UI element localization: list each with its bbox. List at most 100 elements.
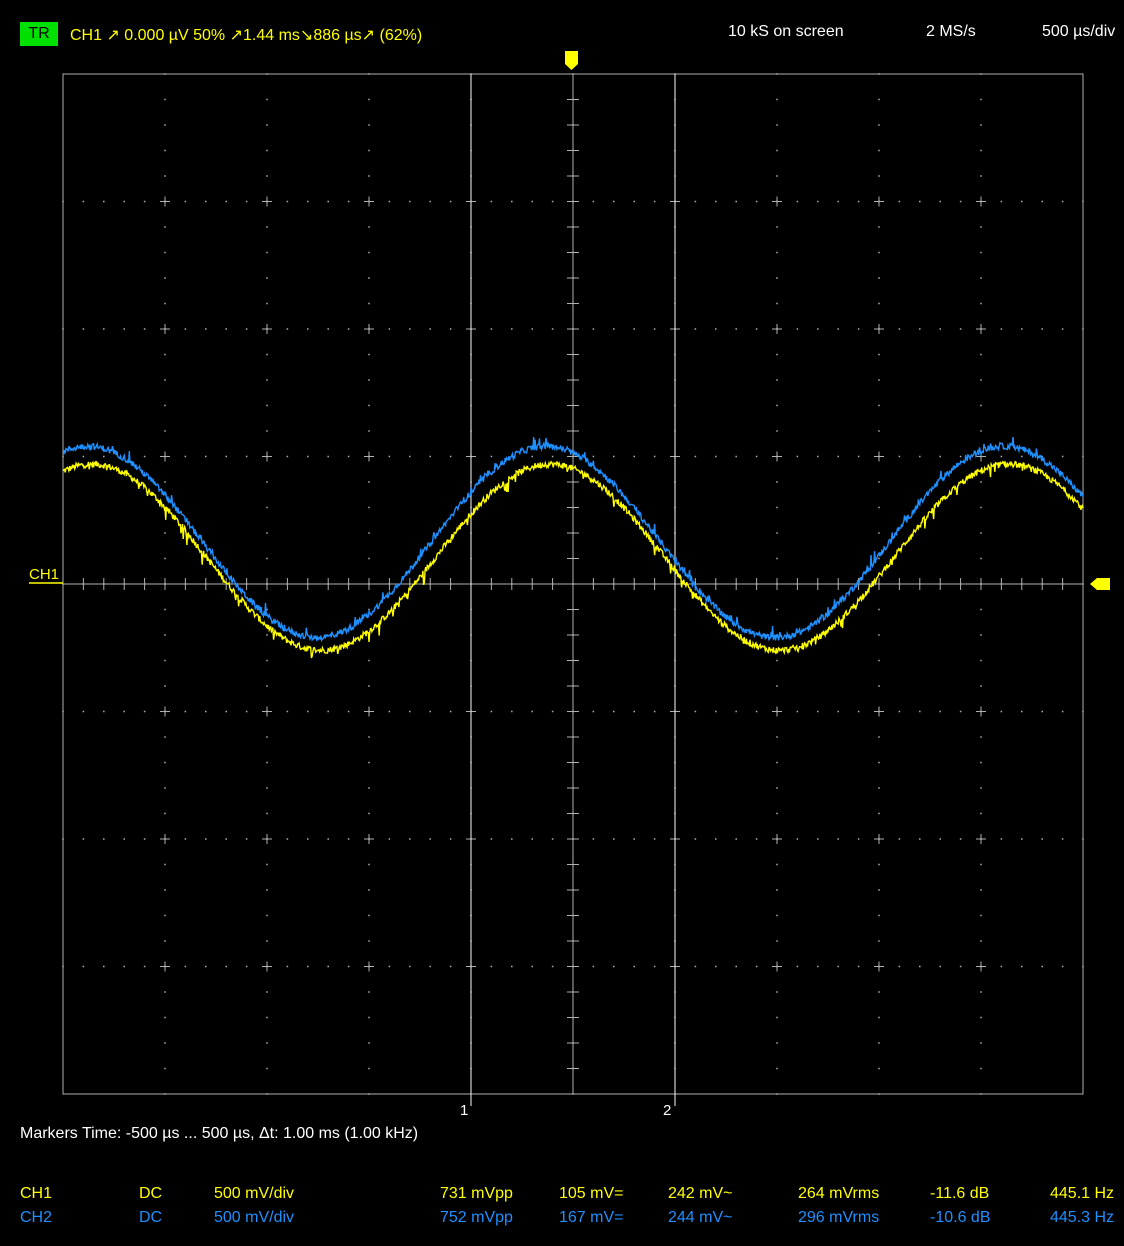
grid-dot	[245, 838, 248, 840]
grid-dot	[205, 965, 207, 968]
grid-dot	[694, 710, 697, 713]
grid-dot	[1021, 710, 1023, 713]
grid-dot	[980, 889, 982, 891]
grid-dot	[368, 353, 370, 356]
grid-dot	[368, 481, 370, 483]
grid-dot	[388, 455, 391, 458]
grid-dot	[633, 328, 635, 330]
ch2-trace	[62, 437, 1084, 643]
grid-dot	[368, 379, 370, 381]
grid-dot	[490, 328, 493, 330]
trigger-position-marker[interactable]	[565, 51, 578, 70]
grid-dot	[1000, 455, 1003, 458]
timebase[interactable]: 500 µs/div	[1042, 23, 1116, 40]
ch1-freq: 445.1 Hz	[1050, 1185, 1115, 1202]
grid-dot	[266, 685, 268, 687]
grid-dot	[286, 838, 289, 840]
trigger-info[interactable]: CH1 ↗ 0.000 µV 50% ↗1.44 ms↘886 µs↗ (62%…	[70, 27, 423, 44]
grid-dot	[837, 455, 839, 458]
grid-dot	[368, 175, 370, 177]
grid-dot	[1041, 200, 1043, 203]
grid-dot	[898, 455, 901, 458]
grid-dot	[878, 608, 880, 611]
grid-dot	[776, 736, 778, 738]
grid-dot	[980, 506, 982, 509]
grid-dot	[878, 940, 880, 942]
grid-dot	[164, 73, 166, 75]
ch2-name[interactable]: CH2	[20, 1209, 53, 1226]
sample-rate[interactable]: 2 MS/s	[926, 23, 976, 40]
grid-dot	[796, 200, 799, 203]
grid-dot	[164, 277, 166, 279]
ch1-name[interactable]: CH1	[20, 1185, 53, 1202]
ch2-coupling[interactable]: DC	[139, 1209, 163, 1226]
grid-dot	[164, 1093, 166, 1095]
grid-dot	[796, 328, 799, 330]
grid-dot	[368, 787, 370, 789]
grid-dot	[266, 506, 268, 509]
grid-dot	[511, 200, 513, 203]
grid-dot	[878, 98, 880, 101]
grid-dot	[143, 965, 146, 968]
grid-dot	[694, 200, 697, 203]
marker-1-label[interactable]: 1	[460, 1102, 468, 1119]
grid-dot	[205, 328, 207, 330]
grid-dot	[368, 1016, 370, 1019]
grid-dot	[531, 200, 533, 203]
grid-dot	[266, 226, 268, 228]
grid-dot	[266, 379, 268, 381]
grid-dot	[980, 863, 982, 866]
grid-dot	[776, 914, 778, 917]
grid-dot	[409, 200, 411, 203]
trigger-badge[interactable]: TR	[20, 22, 58, 46]
grid-dot	[388, 200, 391, 203]
grid-dot	[123, 965, 125, 968]
grid-dot	[633, 838, 635, 840]
grid-dot	[776, 761, 778, 764]
grid-dot	[776, 506, 778, 509]
grid-dot	[225, 710, 227, 713]
ch2-scale[interactable]: 500 mV/div	[214, 1209, 295, 1226]
grid-dot	[592, 965, 595, 968]
grid-dot	[1021, 838, 1023, 840]
grid-dot	[980, 736, 982, 738]
ch1-coupling[interactable]: DC	[139, 1185, 163, 1202]
grid-dot	[368, 608, 370, 611]
grid-dot	[143, 455, 146, 458]
grid-dot	[551, 710, 554, 713]
grid-dot	[164, 124, 166, 126]
grid-dot	[878, 353, 880, 356]
grid-dot	[164, 914, 166, 917]
grid-dot	[286, 328, 289, 330]
graticule	[62, 73, 1084, 1106]
grid-dot	[592, 455, 595, 458]
grid-dot	[776, 98, 778, 101]
grid-dot	[266, 634, 268, 636]
grid-dot	[653, 455, 656, 458]
grid-dot	[796, 965, 799, 968]
grid-dot	[143, 838, 146, 840]
trigger-level-marker[interactable]	[1090, 578, 1110, 590]
grid-dot	[429, 965, 431, 968]
grid-dot	[898, 328, 901, 330]
grid-dot	[368, 557, 370, 560]
grid-dot	[245, 200, 248, 203]
grid-dot	[796, 710, 799, 713]
grid-dot	[939, 710, 941, 713]
grid-dot	[776, 226, 778, 228]
grid-dot	[878, 685, 880, 687]
grid-dot	[980, 430, 982, 432]
grid-dot	[205, 838, 207, 840]
marker-2-label[interactable]: 2	[663, 1102, 671, 1119]
grid-dot	[266, 940, 268, 942]
grid-dot	[776, 991, 778, 993]
grid-dot	[592, 838, 595, 840]
ch1-scale[interactable]: 500 mV/div	[214, 1185, 295, 1202]
grid-dot	[286, 710, 289, 713]
grid-dot	[551, 965, 554, 968]
ch1-ground-label[interactable]: CH1	[29, 566, 59, 583]
grid-dot	[878, 379, 880, 381]
grid-dot	[796, 455, 799, 458]
grid-dot	[1082, 328, 1084, 330]
